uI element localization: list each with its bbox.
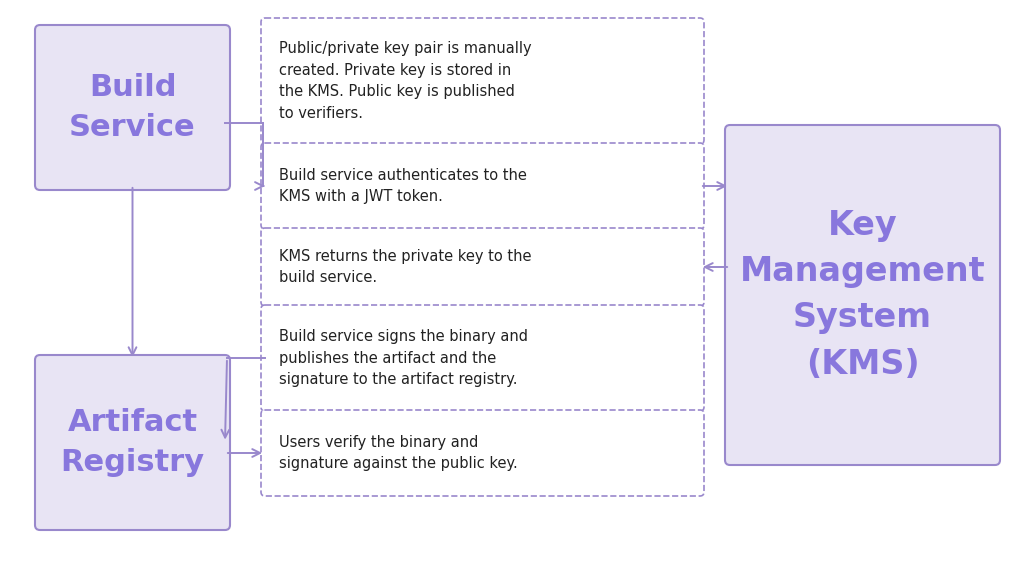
FancyBboxPatch shape <box>261 143 705 229</box>
Text: Users verify the binary and
signature against the public key.: Users verify the binary and signature ag… <box>279 435 518 471</box>
FancyBboxPatch shape <box>261 305 705 411</box>
Text: Artifact
Registry: Artifact Registry <box>60 408 205 477</box>
Text: Build
Service: Build Service <box>70 73 196 142</box>
Text: Key
Management
System
(KMS): Key Management System (KMS) <box>739 210 985 380</box>
FancyBboxPatch shape <box>725 125 1000 465</box>
Text: Build service signs the binary and
publishes the artifact and the
signature to t: Build service signs the binary and publi… <box>279 329 528 387</box>
FancyBboxPatch shape <box>261 410 705 496</box>
FancyBboxPatch shape <box>261 18 705 144</box>
FancyBboxPatch shape <box>35 25 230 190</box>
FancyBboxPatch shape <box>35 355 230 530</box>
Text: KMS returns the private key to the
build service.: KMS returns the private key to the build… <box>279 249 531 285</box>
Text: Public/private key pair is manually
created. Private key is stored in
the KMS. P: Public/private key pair is manually crea… <box>279 41 531 121</box>
Text: Build service authenticates to the
KMS with a JWT token.: Build service authenticates to the KMS w… <box>279 168 527 204</box>
FancyBboxPatch shape <box>261 228 705 306</box>
